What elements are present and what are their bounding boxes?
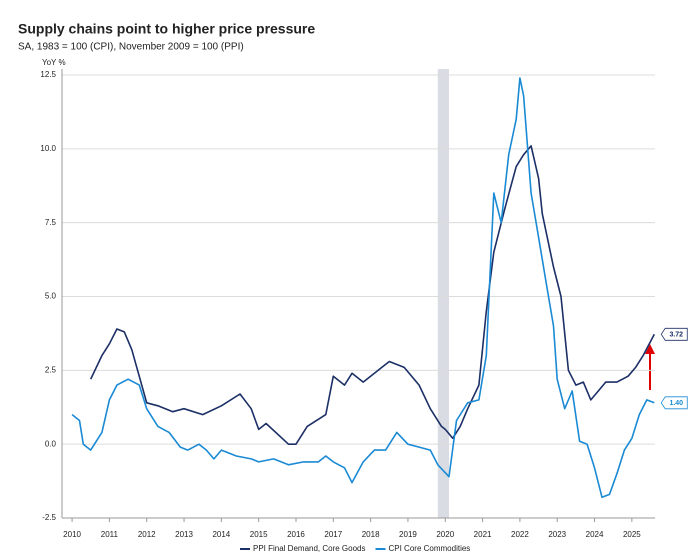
y-tick-label: 7.5 <box>45 218 57 227</box>
annotation-arrowhead <box>645 344 655 354</box>
x-tick-label: 2017 <box>324 530 342 539</box>
chart-subtitle: SA, 1983 = 100 (CPI), November 2009 = 10… <box>18 42 244 53</box>
x-tick-label: 2021 <box>474 530 492 539</box>
x-tick-label: 2015 <box>250 530 268 539</box>
x-tick-label: 2013 <box>175 530 193 539</box>
x-tick-label: 2020 <box>436 530 454 539</box>
x-tick-label: 2012 <box>138 530 156 539</box>
x-tick-label: 2025 <box>623 530 641 539</box>
x-tick-label: 2023 <box>548 530 566 539</box>
x-tick-label: 2010 <box>63 530 81 539</box>
x-tick-label: 2016 <box>287 530 305 539</box>
x-tick-label: 2019 <box>399 530 417 539</box>
x-tick-label: 2011 <box>101 530 119 539</box>
x-tick-label: 2022 <box>511 530 529 539</box>
x-tick-label: 2014 <box>212 530 230 539</box>
legend-label: PPI Final Demand, Core Goods <box>253 544 366 553</box>
y-tick-label: 10.0 <box>40 144 56 153</box>
chart-title: Supply chains point to higher price pres… <box>18 21 315 37</box>
y-tick-label: 5.0 <box>45 292 57 301</box>
end-label-box <box>660 396 688 410</box>
end-label: 3.72 <box>669 332 683 339</box>
x-tick-label: 2024 <box>586 530 604 539</box>
y-tick-label: -2.5 <box>42 513 56 522</box>
y-axis-label: YoY % <box>42 58 66 67</box>
x-tick-label: 2018 <box>362 530 380 539</box>
end-label: 1.40 <box>669 400 683 407</box>
series-line <box>71 77 655 499</box>
y-tick-label: 2.5 <box>45 365 57 374</box>
y-tick-label: 12.5 <box>40 70 56 79</box>
series-line <box>89 145 656 445</box>
legend-label: CPI Core Commodities <box>389 544 471 553</box>
recession-shade <box>437 69 449 518</box>
end-label-box <box>660 327 688 341</box>
y-tick-label: 0.0 <box>45 439 57 448</box>
